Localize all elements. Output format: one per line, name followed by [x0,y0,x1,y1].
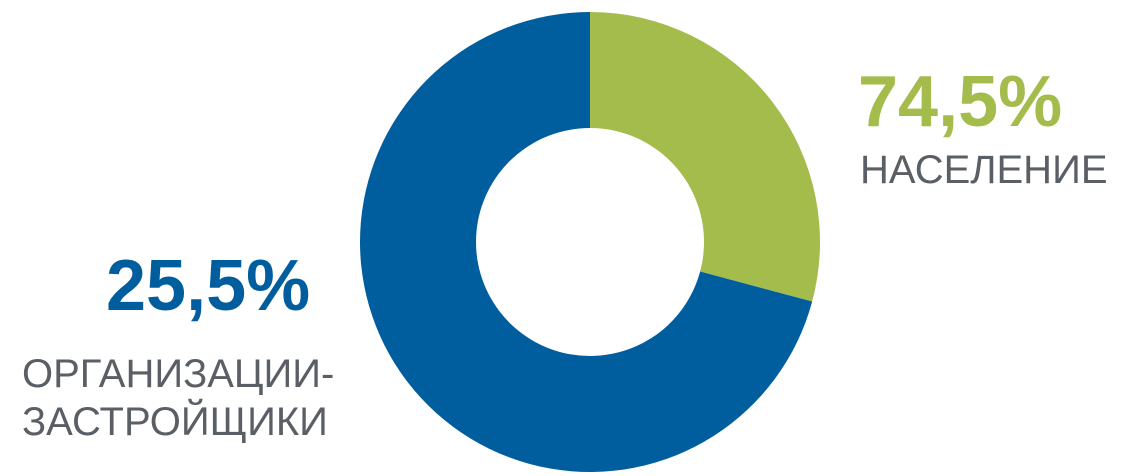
donut-slice-population [590,12,821,302]
slice-percent-label-developers: 25,5% [106,246,311,326]
donut-slice-developers [359,12,813,472]
category-label-line: ОРГАНИЗАЦИИ- [22,352,335,396]
category-label-line: ЗАСТРОЙЩИКИ [22,400,328,444]
slice-category-label-developers: ОРГАНИЗАЦИИ- ЗАСТРОЙЩИКИ [22,350,334,446]
slice-category-label-population: НАСЕЛЕНИЕ [860,146,1108,194]
category-label-line: НАСЕЛЕНИЕ [860,148,1108,192]
slice-percent-label-population: 74,5% [858,62,1063,142]
